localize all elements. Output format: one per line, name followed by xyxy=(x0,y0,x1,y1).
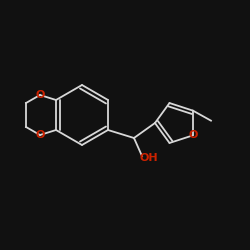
Text: O: O xyxy=(35,130,45,140)
Text: O: O xyxy=(35,90,45,100)
Text: O: O xyxy=(188,130,198,140)
Text: OH: OH xyxy=(140,153,158,163)
